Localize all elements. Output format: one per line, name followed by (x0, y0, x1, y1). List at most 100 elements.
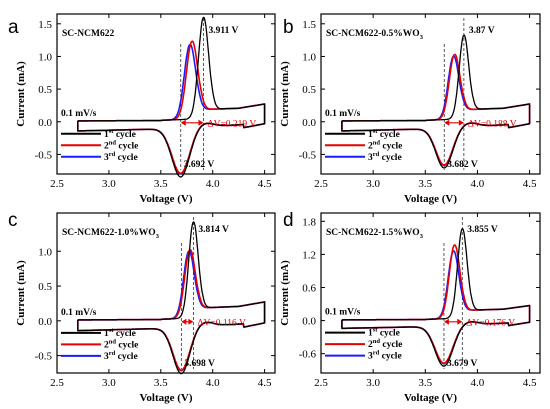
x-tick-label: 4.5 (258, 377, 272, 389)
plot-frame (56, 13, 276, 175)
x-axis-label: Voltage (V) (139, 193, 192, 205)
legend-entry-cycle-3: 3rd cycle (368, 350, 402, 362)
panel-letter: b (283, 17, 294, 38)
delta-v-arrowhead-left (181, 318, 187, 325)
x-tick-label: 4.5 (258, 178, 272, 190)
x-tick-label: 4.0 (471, 178, 485, 190)
x-tick-label: 3.0 (366, 178, 380, 190)
y-tick-label: 1.2 (302, 249, 316, 261)
x-tick-label: 4.5 (523, 178, 537, 190)
legend-entry-cycle-1: 1st cycle (368, 128, 400, 140)
y-tick-label: 1.0 (302, 51, 316, 63)
y-tick-label: 1.8 (302, 216, 316, 228)
legend-entry-cycle-2: 2nd cycle (368, 139, 402, 151)
x-tick-label: 3.5 (418, 178, 432, 190)
scan-rate-label: 0.1 mV/s (325, 308, 361, 318)
y-tick-label: 0.0 (302, 117, 316, 129)
sample-label: SC-NCM622-1.0%WO3 (62, 228, 160, 240)
reduction-peak-label: 3.682 V (447, 160, 478, 170)
cv-panel-c: c 2.5 3.0 3.5 4.0 4.5 -0.5 0.0 0.5 1.0 Voltage (V)… (8, 210, 276, 404)
x-tick-label: 2.5 (314, 178, 328, 190)
x-tick-label: 4.5 (523, 377, 537, 389)
x-tick-label: 3.5 (154, 377, 168, 389)
legend-entry-cycle-3: 3rd cycle (104, 350, 138, 362)
sample-label: SC-NCM622-0.5%WO3 (326, 29, 424, 41)
y-tick-label: 1.5 (302, 19, 316, 31)
y-tick-label: -0.5 (35, 351, 53, 363)
delta-v-arrowhead-left (444, 119, 450, 126)
delta-v-arrowhead-left (180, 119, 186, 126)
delta-v-arrowhead-right (198, 119, 204, 126)
cv-curve-cycle-1 (77, 16, 266, 178)
y-tick-label: 1.0 (38, 51, 52, 63)
y-tick-label: 0.0 (302, 316, 316, 328)
oxidation-peak-label: 3.911 V (208, 26, 238, 36)
y-axis-label: Current (mA) (279, 61, 291, 127)
plot-frame (56, 212, 276, 374)
panel-letter: a (8, 17, 19, 38)
y-tick-label: 1.5 (38, 19, 52, 31)
cv-curve-cycle-1 (77, 221, 266, 375)
y-tick-label: 0.6 (302, 282, 316, 294)
y-tick-label: 1.0 (38, 246, 52, 258)
y-tick-label: -0.5 (299, 149, 317, 161)
x-tick-label: 3.5 (154, 178, 168, 190)
delta-v-arrowhead-left (443, 318, 449, 325)
scan-rate-label: 0.1 mV/s (325, 109, 361, 119)
y-tick-label: 0.5 (38, 281, 52, 293)
x-tick-label: 2.5 (50, 178, 64, 190)
y-tick-label: 0.0 (38, 316, 52, 328)
delta-v-label: ΔV=0.116 V (197, 318, 246, 328)
reduction-peak-label: 3.698 V (184, 359, 215, 369)
x-tick-label: 3.0 (102, 178, 116, 190)
legend-entry-cycle-2: 2nd cycle (104, 338, 138, 350)
y-tick-label: 0.5 (302, 84, 316, 96)
scan-rate-label: 0.1 mV/s (61, 308, 97, 318)
x-tick-label: 3.5 (418, 377, 432, 389)
delta-v-label: ΔV=0.188 V (468, 119, 517, 129)
legend-entry-cycle-3: 3rd cycle (104, 151, 138, 163)
cv-panel-d: d 2.5 3.0 3.5 4.0 4.5 -0.6 0.0 0.6 1.2 1.8 Voltage … (279, 210, 541, 404)
y-tick-label: -0.6 (299, 349, 317, 361)
legend-entry-cycle-2: 2nd cycle (368, 338, 402, 350)
y-tick-label: 0.0 (38, 117, 52, 129)
y-axis-label: Current (mA) (279, 260, 291, 326)
delta-v-arrowhead-right (188, 318, 194, 325)
reduction-peak-label: 3.692 V (184, 160, 215, 170)
legend-entry-cycle-2: 2nd cycle (104, 139, 138, 151)
y-tick-label: 0.5 (38, 84, 52, 96)
delta-v-arrowhead-right (458, 119, 464, 126)
sample-label: SC-NCM622 (62, 29, 114, 39)
x-axis-label: Voltage (V) (404, 193, 457, 205)
x-tick-label: 3.0 (366, 377, 380, 389)
x-axis-label: Voltage (V) (139, 392, 192, 404)
reduction-peak-label: 3.679 V (447, 359, 478, 369)
oxidation-peak-label: 3.814 V (198, 225, 229, 235)
y-tick-label: -0.5 (35, 149, 53, 161)
delta-v-label: ΔV=0.219 V (207, 119, 256, 129)
cv-curve-cycle-1 (341, 34, 531, 169)
y-axis-label: Current (mA) (15, 260, 27, 326)
x-axis-label: Voltage (V) (404, 392, 457, 404)
x-tick-label: 4.0 (206, 377, 220, 389)
x-tick-label: 2.5 (50, 377, 64, 389)
x-tick-label: 3.0 (102, 377, 116, 389)
cv-panel-a: a 2.5 3.0 3.5 4.0 4.5 -0.5 0.0 0.5 1.0 1.5 Voltage … (8, 13, 276, 205)
x-tick-label: 4.0 (206, 178, 220, 190)
x-tick-label: 4.0 (471, 377, 485, 389)
legend-entry-cycle-3: 3rd cycle (368, 151, 402, 163)
delta-v-label: ΔV=0.176 V (466, 318, 515, 328)
sample-label: SC-NCM622-1.5%WO3 (326, 228, 424, 240)
legend-entry-cycle-1: 1st cycle (104, 327, 136, 339)
oxidation-peak-label: 3.87 V (469, 26, 495, 36)
scan-rate-label: 0.1 mV/s (61, 109, 97, 119)
legend-entry-cycle-1: 1st cycle (104, 128, 136, 140)
plot-frame (320, 13, 541, 175)
cv-curve-cycle-1 (341, 228, 531, 367)
legend-entry-cycle-1: 1st cycle (368, 327, 400, 339)
panel-letter: c (8, 210, 18, 231)
plot-frame (320, 212, 541, 374)
y-axis-label: Current (mA) (15, 61, 27, 127)
x-tick-label: 2.5 (314, 377, 328, 389)
